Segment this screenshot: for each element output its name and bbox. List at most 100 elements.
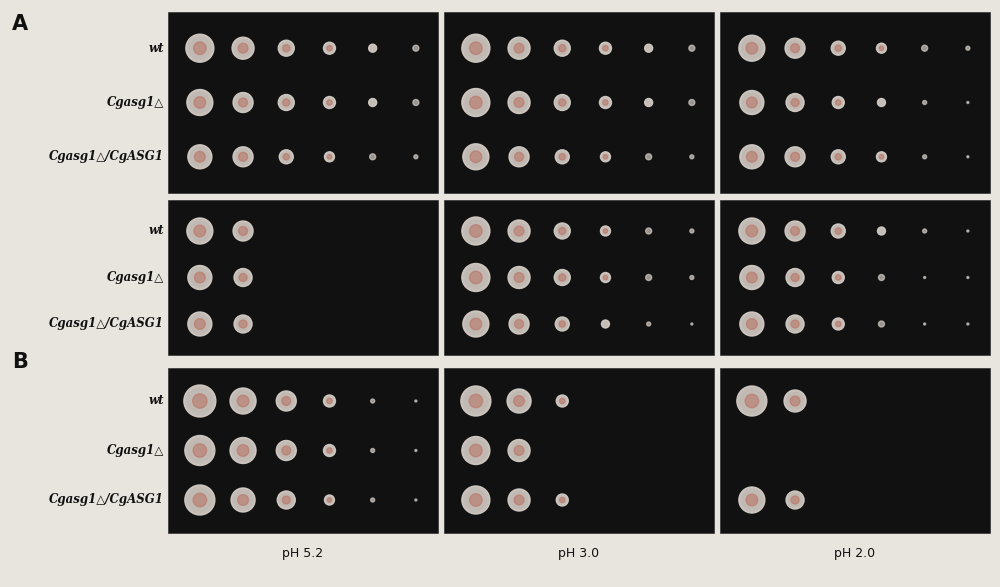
Circle shape [371,448,375,453]
Circle shape [233,441,253,460]
Circle shape [282,496,290,504]
Circle shape [239,274,247,282]
Circle shape [742,490,762,510]
Circle shape [470,494,482,507]
Circle shape [784,390,806,412]
Circle shape [560,497,565,502]
Circle shape [236,224,251,238]
Circle shape [740,312,764,336]
Circle shape [788,96,802,109]
Circle shape [465,267,486,288]
Circle shape [646,275,652,281]
Text: YNB + 乙酸 0.1%: YNB + 乙酸 0.1% [807,207,903,220]
Circle shape [922,45,928,51]
Circle shape [324,495,334,505]
Circle shape [647,322,651,326]
Circle shape [327,100,332,105]
Circle shape [280,42,292,54]
Circle shape [239,227,248,235]
Circle shape [234,491,252,509]
Circle shape [740,265,764,289]
Circle shape [740,90,764,114]
Circle shape [511,492,527,508]
Circle shape [835,154,841,160]
Circle shape [691,323,693,325]
Circle shape [743,268,761,286]
Circle shape [413,100,419,106]
Circle shape [790,396,800,406]
Circle shape [514,396,524,406]
Text: wt: wt [148,42,164,55]
Text: Cgasg1△/CgASG1: Cgasg1△/CgASG1 [49,150,164,163]
Circle shape [469,394,483,408]
Circle shape [788,271,802,284]
Circle shape [280,96,292,109]
Circle shape [690,155,694,159]
Circle shape [514,97,524,107]
Circle shape [509,147,529,167]
Circle shape [465,38,486,59]
Text: YNB + 葭萄糖 2%: YNB + 葭萄糖 2% [258,207,348,220]
Circle shape [787,393,803,409]
Circle shape [369,99,377,106]
Circle shape [645,99,653,106]
Circle shape [877,227,885,235]
Circle shape [278,95,294,110]
Circle shape [415,400,417,402]
Circle shape [415,450,417,451]
Circle shape [413,45,419,51]
Circle shape [414,155,418,159]
Circle shape [559,321,565,327]
Circle shape [508,37,530,59]
Circle shape [603,229,608,233]
Text: YNB + 乙酸钓 1%: YNB + 乙酸钓 1% [534,207,624,220]
Circle shape [785,147,805,167]
Circle shape [788,224,803,238]
Circle shape [556,96,568,109]
Circle shape [745,394,759,408]
Circle shape [233,221,253,241]
Circle shape [557,319,568,329]
Circle shape [465,490,486,511]
Circle shape [877,99,885,106]
Circle shape [237,444,249,456]
Circle shape [232,37,254,59]
Circle shape [791,274,799,282]
Circle shape [234,315,252,333]
Circle shape [559,227,566,235]
Circle shape [742,39,762,58]
Circle shape [690,229,694,233]
Circle shape [556,272,568,284]
Circle shape [277,491,295,509]
Circle shape [740,145,764,169]
Text: Cgasg1△: Cgasg1△ [107,444,164,457]
Circle shape [327,498,332,502]
Circle shape [559,274,566,281]
Circle shape [554,223,570,239]
Circle shape [233,147,253,167]
Circle shape [508,266,530,288]
Circle shape [236,271,250,284]
Bar [444,12,714,193]
Circle shape [511,222,527,239]
Text: Cgasg1△: Cgasg1△ [107,271,164,284]
Circle shape [465,92,486,113]
Circle shape [194,42,206,55]
Circle shape [230,388,256,414]
Circle shape [556,494,568,506]
Circle shape [746,42,758,54]
Circle shape [194,97,206,109]
Circle shape [603,100,608,105]
Circle shape [746,97,757,108]
Circle shape [461,386,491,416]
Circle shape [327,399,332,404]
Circle shape [788,41,803,56]
Circle shape [557,151,568,162]
Circle shape [194,151,205,162]
Circle shape [923,155,927,159]
Circle shape [236,317,250,330]
Circle shape [187,89,213,116]
Circle shape [327,154,332,159]
Circle shape [876,43,886,53]
Circle shape [514,495,524,505]
